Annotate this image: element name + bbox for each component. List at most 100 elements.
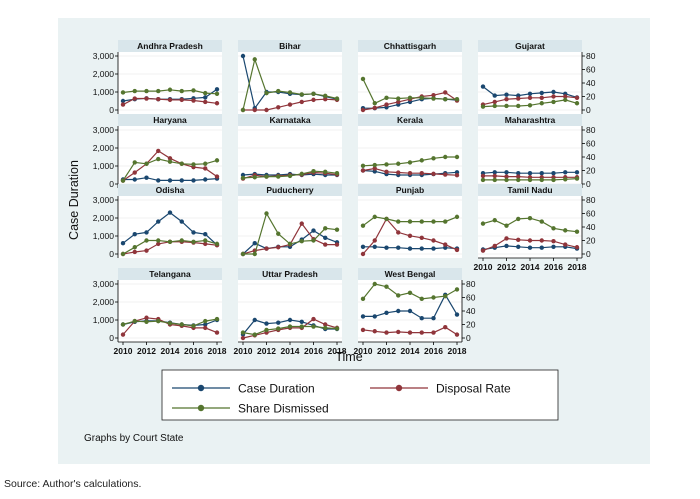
panel-bihar-disposal-rate-point bbox=[311, 97, 316, 103]
panel-kerala-share-dismissed-point bbox=[372, 162, 377, 168]
panel-telangana-share-dismissed-point bbox=[120, 322, 126, 327]
panel-andhra-pradesh-share-dismissed-point bbox=[156, 88, 161, 94]
panel-tamil-nadu-x-tick-label: 2012 bbox=[497, 262, 516, 272]
panel-uttar-pradesh-share-dismissed-point bbox=[323, 325, 328, 331]
panel-uttar-pradesh-x-tick-label: 2018 bbox=[328, 346, 347, 356]
panel-karnataka-share-dismissed-point bbox=[240, 175, 246, 181]
panel-odisha-y-tick-label-left: 3,000 bbox=[93, 195, 115, 205]
panel-uttar-pradesh-share-dismissed-point bbox=[334, 326, 340, 331]
panel-tamil-nadu-share-dismissed-point bbox=[551, 226, 556, 231]
panel-maharashtra-case-duration-point bbox=[574, 170, 580, 175]
panel-bihar-share-dismissed-point bbox=[264, 90, 269, 96]
panel-gujarat-disposal-rate-point bbox=[504, 97, 509, 102]
panel-odisha-share-dismissed-point bbox=[144, 238, 149, 243]
panel-tamil-nadu-case-duration-point bbox=[551, 244, 556, 249]
panel-puducherry-share-dismissed-point bbox=[252, 251, 257, 257]
panel-puducherry-disposal-rate-point bbox=[276, 245, 281, 250]
panel-puducherry-share-dismissed-point bbox=[240, 251, 246, 257]
panel-gujarat-disposal-rate-point bbox=[539, 95, 544, 101]
panel-maharashtra-share-dismissed-point bbox=[527, 177, 533, 183]
panel-haryana-share-dismissed-point bbox=[132, 160, 137, 165]
chart-svg: Andhra Pradesh 0 1,000 2,000 3,000 Bihar Chhat… bbox=[58, 18, 650, 464]
panel-tamil-nadu-share-dismissed-point bbox=[516, 216, 521, 222]
panel-kerala-disposal-rate-point bbox=[407, 171, 413, 176]
panel-chhattisgarh-header bbox=[358, 40, 462, 52]
panel-maharashtra-share-dismissed-point bbox=[539, 177, 544, 183]
panel-west-bengal-header bbox=[358, 268, 462, 280]
panel-karnataka-share-dismissed-point bbox=[276, 174, 281, 179]
panel-andhra-pradesh-plot bbox=[118, 52, 222, 114]
panel-maharashtra-y-tick-label-right: 60 bbox=[586, 139, 596, 149]
panel-andhra-pradesh-share-dismissed-point bbox=[120, 90, 126, 95]
legend-case-duration-marker bbox=[197, 384, 205, 392]
panel-puducherry-share-dismissed-point bbox=[323, 226, 328, 231]
panel-uttar-pradesh-x-tick-label: 2010 bbox=[234, 346, 253, 356]
panel-punjab-disposal-rate-point bbox=[431, 238, 436, 243]
panel-puducherry-share-dismissed-point bbox=[299, 238, 304, 244]
panel-telangana-x-tick-label: 2012 bbox=[137, 346, 156, 356]
panel-punjab-case-duration-point bbox=[372, 244, 377, 249]
panel-uttar-pradesh-share-dismissed-point bbox=[311, 324, 316, 329]
panel-west-bengal-disposal-rate-point bbox=[443, 325, 448, 330]
panel-uttar-pradesh-case-duration-point bbox=[252, 317, 257, 323]
panel-tamil-nadu-share-dismissed-point bbox=[563, 228, 568, 233]
panel-maharashtra-disposal-rate-point bbox=[480, 173, 486, 179]
panel-maharashtra-share-dismissed-point bbox=[563, 177, 568, 182]
panel-puducherry-share-dismissed-point bbox=[334, 227, 340, 232]
panel-telangana-header bbox=[118, 268, 222, 280]
panel-bihar-disposal-rate-point bbox=[287, 102, 293, 107]
panel-punjab-disposal-rate-point bbox=[419, 235, 424, 240]
panel-bihar-disposal-rate-point bbox=[276, 105, 281, 110]
panel-bihar-share-dismissed-point bbox=[287, 90, 293, 95]
panel-punjab-case-duration-point bbox=[407, 246, 413, 251]
panel-bihar-share-dismissed-point bbox=[240, 107, 246, 113]
panel-haryana-case-duration-point bbox=[156, 178, 161, 183]
panel-odisha-y-tick-label-left: 0 bbox=[109, 249, 114, 259]
panel-telangana-case-duration-point bbox=[203, 322, 208, 327]
legend-case-duration-label: Case Duration bbox=[238, 382, 315, 396]
panel-puducherry-share-dismissed-point bbox=[311, 238, 316, 243]
panel-west-bengal-share-dismissed-point bbox=[431, 295, 436, 300]
panel-odisha-case-duration-point bbox=[203, 232, 208, 237]
panel-karnataka-title: Karnataka bbox=[269, 115, 310, 125]
panel-tamil-nadu-disposal-rate-point bbox=[516, 237, 521, 243]
panel-kerala-header bbox=[358, 114, 462, 126]
panel-maharashtra-y-tick-label-right: 80 bbox=[586, 125, 596, 135]
panel-haryana-header bbox=[118, 114, 222, 126]
panel-andhra-pradesh-case-duration-point bbox=[120, 98, 126, 104]
panel-kerala-share-dismissed-point bbox=[360, 163, 366, 168]
panel-andhra-pradesh-y-tick-label-left: 2,000 bbox=[93, 69, 115, 79]
panel-kerala-share-dismissed-point bbox=[396, 161, 401, 166]
panel-telangana-share-dismissed-point bbox=[191, 323, 196, 329]
panel-andhra-pradesh-disposal-rate-point bbox=[214, 101, 220, 106]
panel-west-bengal-disposal-rate-point bbox=[360, 327, 366, 333]
panel-gujarat-share-dismissed-point bbox=[574, 101, 580, 106]
panel-chhattisgarh-share-dismissed-point bbox=[454, 97, 460, 102]
panel-maharashtra-y-tick-label-right: 0 bbox=[586, 179, 591, 189]
panel-uttar-pradesh-share-dismissed-point bbox=[276, 326, 281, 331]
panel-karnataka-share-dismissed-point bbox=[264, 174, 269, 179]
panel-tamil-nadu-y-tick-label-right: 0 bbox=[586, 249, 591, 259]
panel-gujarat-disposal-rate-point bbox=[516, 96, 521, 101]
panel-gujarat-share-dismissed-point bbox=[563, 97, 568, 103]
panel-telangana-disposal-rate-point bbox=[144, 315, 149, 320]
panel-odisha-share-dismissed-point bbox=[214, 241, 220, 247]
panel-puducherry-disposal-rate-point bbox=[323, 242, 328, 247]
panel-chhattisgarh-disposal-rate-point bbox=[384, 102, 389, 107]
panel-puducherry-header bbox=[238, 184, 342, 196]
panel-odisha-share-dismissed-point bbox=[167, 239, 173, 245]
panel-tamil-nadu-share-dismissed-point bbox=[480, 221, 486, 226]
panel-gujarat-y-tick-label-right: 40 bbox=[586, 78, 596, 88]
panel-andhra-pradesh-title: Andhra Pradesh bbox=[137, 41, 203, 51]
panel-puducherry-disposal-rate-point bbox=[299, 221, 304, 226]
panel-gujarat-case-duration-point bbox=[551, 89, 556, 95]
panel-karnataka-share-dismissed-point bbox=[311, 168, 316, 174]
panel-gujarat-disposal-rate-point bbox=[527, 95, 533, 101]
panel-andhra-pradesh-case-duration-point bbox=[203, 95, 208, 100]
panel-west-bengal-disposal-rate-point bbox=[384, 330, 389, 335]
panel-telangana-y-tick-label-left: 2,000 bbox=[93, 297, 115, 307]
panel-andhra-pradesh-share-dismissed-point bbox=[203, 90, 208, 96]
panel-west-bengal-share-dismissed-point bbox=[454, 287, 460, 292]
panel-gujarat-y-tick-label-right: 80 bbox=[586, 51, 596, 61]
panel-gujarat-share-dismissed-point bbox=[539, 101, 544, 106]
